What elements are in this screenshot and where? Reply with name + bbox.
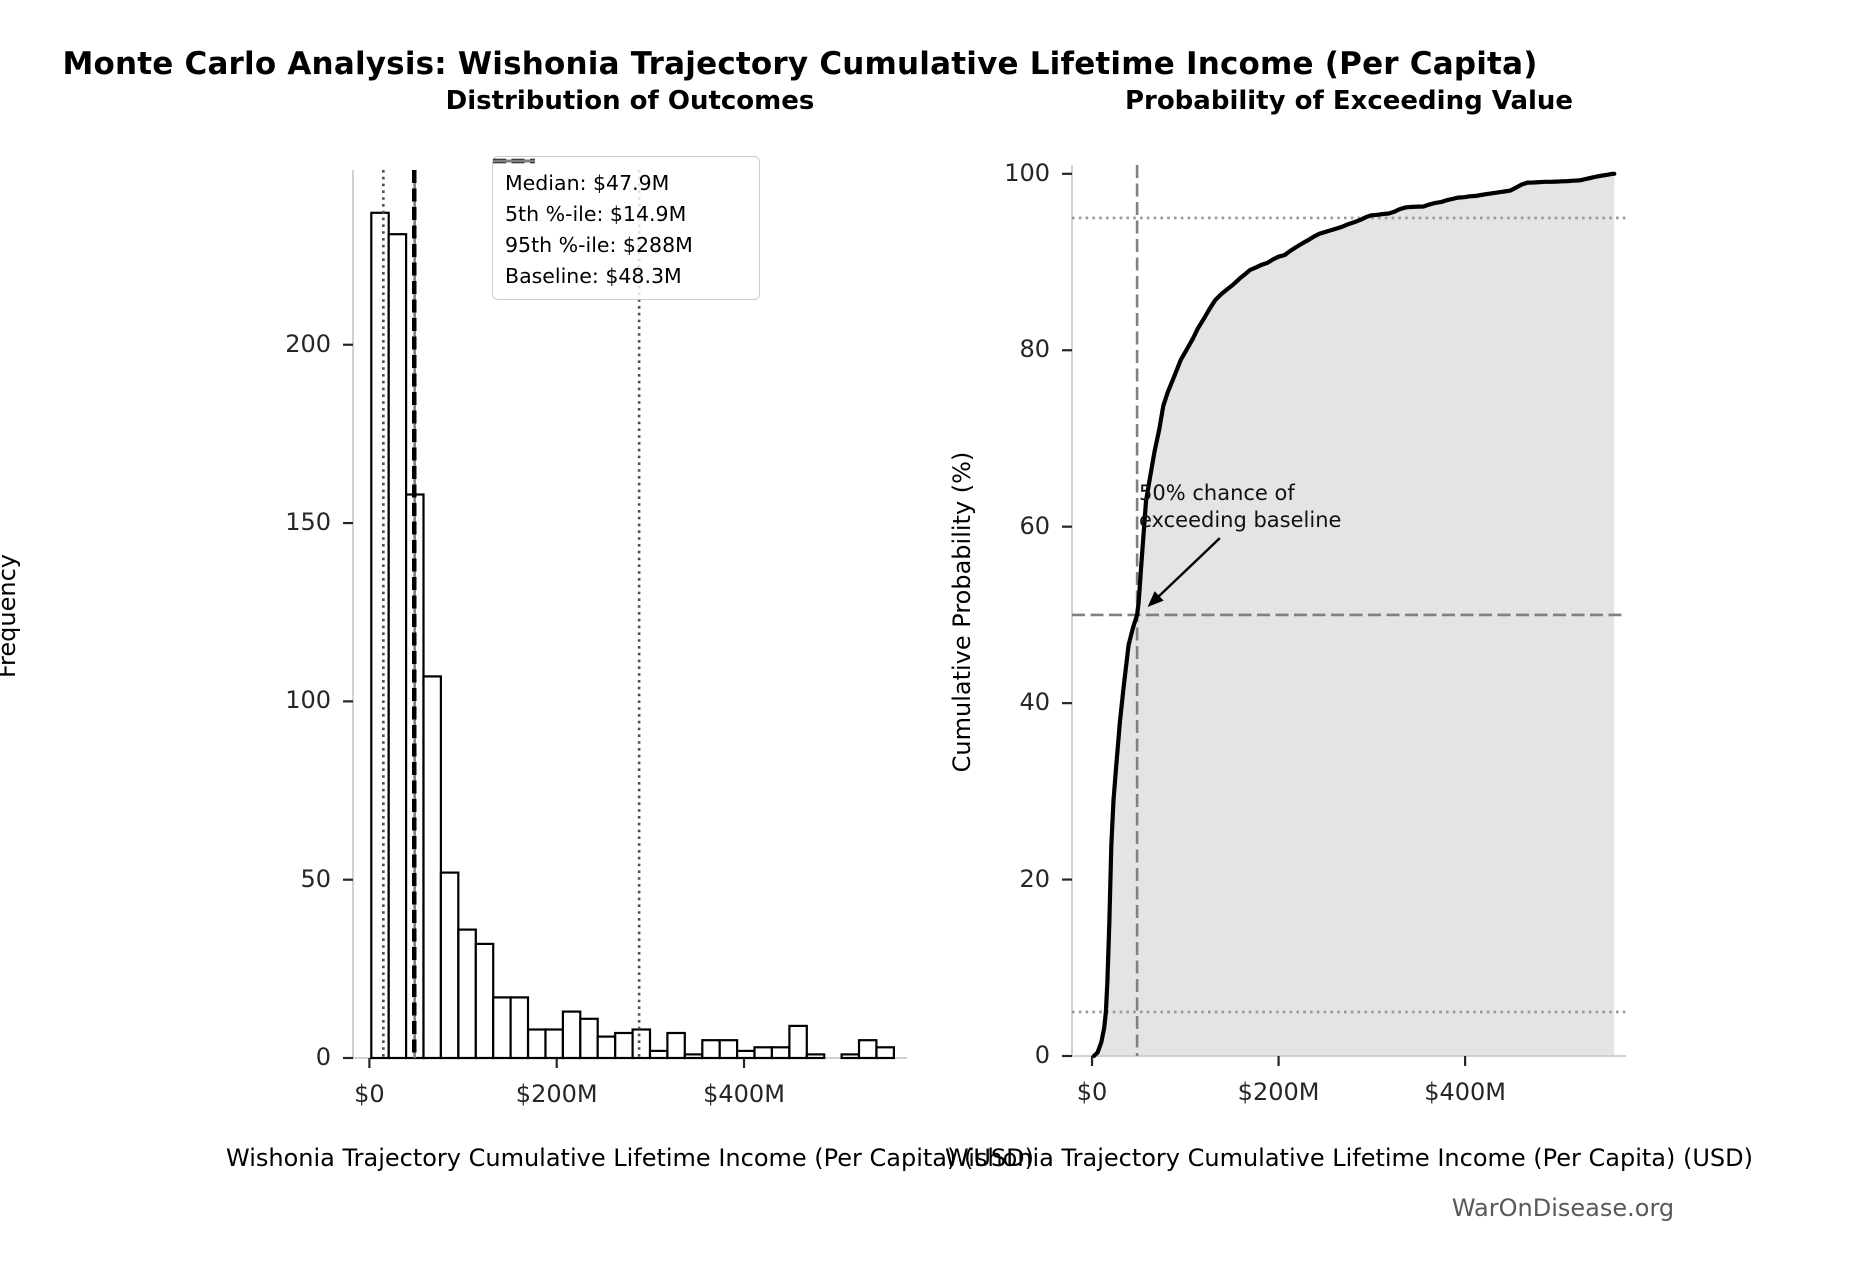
histogram-bar — [526, 1028, 547, 1060]
legend-item-p5: 5th %-ile: $14.9M — [493, 159, 747, 229]
histogram-bar — [509, 996, 530, 1060]
legend-item-median: Median: $47.9M — [493, 158, 747, 198]
y-tick-label: 50 — [300, 864, 331, 893]
y-tick-label: 20 — [1019, 864, 1050, 893]
histogram-bar — [439, 871, 460, 1060]
y-tick-label: 150 — [285, 508, 331, 537]
histogram-bar — [561, 1010, 582, 1060]
histogram-x-axis-label: Wishonia Trajectory Cumulative Lifetime … — [226, 1144, 1034, 1172]
histogram-bar — [735, 1049, 756, 1060]
cdf-annotation: 50% chance of exceeding baseline — [1139, 480, 1341, 534]
histogram-bar — [457, 928, 477, 1060]
annotation-line-2: exceeding baseline — [1139, 508, 1342, 532]
y-tick-label: 80 — [1019, 335, 1050, 364]
cdf-title: Probability of Exceeding Value — [1124, 86, 1574, 116]
histogram-bar — [631, 1028, 652, 1060]
histogram-bar — [614, 1031, 634, 1060]
y-tick-label: 100 — [285, 686, 331, 715]
annotation-arrowhead-icon — [1147, 591, 1164, 607]
x-tick-label: $400M — [1424, 1078, 1506, 1106]
legend-label-p5: 5th %-ile: $14.9M — [505, 201, 687, 226]
histogram-bar — [492, 996, 512, 1060]
y-tick-label: 60 — [1019, 511, 1050, 540]
histogram-bar — [840, 1053, 861, 1060]
histogram-bar — [422, 675, 442, 1060]
cdf-y-axis-label: Cumulative Probability (%) — [948, 451, 976, 773]
y-tick-label: 0 — [315, 1043, 331, 1071]
histogram-bar — [387, 233, 408, 1060]
x-tick-label: $200M — [515, 1080, 598, 1108]
histogram-bar — [718, 1039, 739, 1060]
histogram-title: Distribution of Outcomes — [445, 86, 815, 116]
histogram-bar — [544, 1028, 564, 1060]
legend-label-p95: 95th %-ile: $288M — [505, 232, 693, 257]
histogram-bar — [753, 1046, 773, 1060]
legend-item-baseline: Baseline: $48.3M — [493, 159, 747, 291]
legend-item-p95: 95th %-ile: $288M — [493, 159, 747, 260]
legend-label-median: Median: $47.9M — [505, 170, 670, 195]
legend: Median: $47.9M 5th %-ile: $14.9M 95th %-… — [492, 156, 760, 300]
histogram-bar — [805, 1053, 826, 1060]
solid-line-swatch-icon — [493, 159, 535, 163]
cdf-x-axis-label: Wishonia Trajectory Cumulative Lifetime … — [945, 1144, 1753, 1172]
histogram-bar — [770, 1046, 791, 1060]
legend-label-baseline: Baseline: $48.3M — [505, 263, 682, 288]
footer-watermark: WarOnDisease.org — [1451, 1194, 1675, 1222]
histogram-bar — [666, 1031, 686, 1060]
y-tick-label: 0 — [1034, 1041, 1050, 1069]
x-tick-label: $200M — [1237, 1078, 1320, 1106]
histogram-bar — [875, 1046, 895, 1060]
histogram-bar — [701, 1039, 721, 1060]
histogram-bar — [370, 211, 390, 1060]
histogram-bar — [596, 1035, 617, 1060]
annotation-line-1: 50% chance of — [1139, 481, 1295, 505]
y-tick-label: 100 — [1004, 158, 1050, 187]
x-tick-label: $0 — [1076, 1078, 1108, 1106]
histogram-bar — [788, 1024, 808, 1060]
histogram-bar — [579, 1017, 599, 1060]
x-tick-label: $0 — [354, 1080, 385, 1108]
y-tick-label: 40 — [1019, 688, 1050, 717]
x-tick-label: $400M — [703, 1080, 785, 1108]
histogram-bar — [474, 942, 495, 1060]
histogram-bar — [683, 1053, 704, 1060]
cdf-curve — [1091, 171, 1617, 1059]
histogram-bar — [648, 1049, 669, 1060]
histogram-bar — [857, 1039, 878, 1060]
main-title: Monte Carlo Analysis: Wishonia Trajector… — [62, 46, 1538, 82]
y-tick-label: 200 — [285, 329, 331, 358]
histogram-y-axis-label: Frequency — [0, 554, 21, 678]
annotation-arrow-shaft — [1153, 537, 1221, 601]
